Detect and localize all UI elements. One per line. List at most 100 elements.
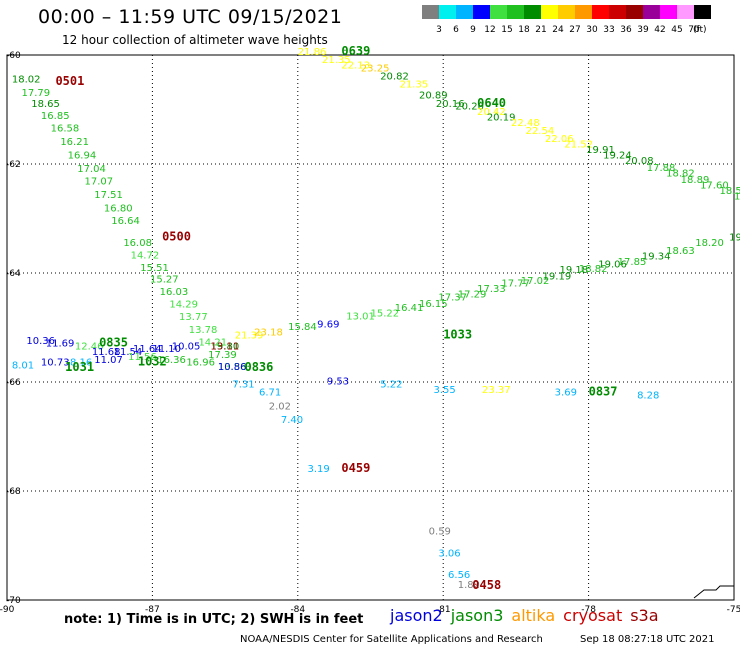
colorbar-label: 39	[637, 25, 649, 35]
wave-height-value: 11.07	[94, 355, 123, 366]
wave-height-value: 13.58	[218, 362, 247, 373]
legend-item-altika: altika	[511, 606, 556, 625]
colorbar-swatch	[643, 5, 660, 19]
pass-time-label: 0459	[341, 461, 370, 475]
colorbar-label: 3	[436, 25, 442, 35]
wave-height-value: 18.20	[695, 238, 724, 249]
wave-height-value: 3.55	[434, 385, 456, 396]
wave-height-value: 21.52	[564, 140, 593, 151]
wave-height-value: 16.91	[734, 191, 740, 202]
wave-height-value: 18.82	[579, 264, 608, 275]
wave-height-value: 20.20	[455, 102, 484, 113]
wave-height-value: 18.82	[666, 169, 695, 180]
wave-height-value: 23.37	[482, 385, 511, 396]
wave-height-value: 10.73	[41, 358, 70, 369]
wave-height-value: 6.56	[448, 570, 470, 581]
wave-height-value: 19	[729, 232, 740, 243]
colorbar-label: 24	[552, 25, 564, 35]
colorbar-label: 33	[603, 25, 615, 35]
wave-height-value: 6.71	[259, 388, 281, 399]
wave-height-value: 21.35	[400, 80, 429, 91]
wave-height-value: 18.50	[719, 186, 740, 197]
wave-height-value: 21.35	[322, 55, 351, 66]
wave-height-value: 15.51	[140, 263, 169, 274]
wave-height-value: 22.13	[341, 61, 370, 72]
colorbar-swatch	[575, 5, 592, 19]
wave-height-value: 17.39	[208, 350, 237, 361]
pass-time-label: 0835	[99, 336, 128, 350]
colorbar-swatch	[456, 5, 473, 19]
wave-height-value: 23.18	[254, 328, 283, 339]
colorbar-label: 36	[620, 25, 632, 35]
credit-text: NOAA/NESDIS Center for Satellite Applica…	[240, 634, 543, 645]
y-tick-label: -70	[6, 596, 21, 606]
wave-height-value: 20.19	[487, 112, 516, 123]
wave-height-value: 18.63	[666, 246, 695, 257]
wave-height-value: 17.85	[618, 257, 647, 268]
chart-title: 00:00 – 11:59 UTC 09/15/2021	[38, 6, 343, 28]
colorbar-swatch	[524, 5, 541, 19]
wave-height-value: 22.54	[526, 126, 555, 137]
colorbar-label: 30	[586, 25, 598, 35]
wave-height-value: 9.53	[327, 377, 349, 388]
wave-height-value: 7.40	[281, 415, 303, 426]
wave-height-value: 16.03	[160, 287, 189, 298]
wave-height-value: 11.10	[152, 344, 181, 355]
wave-height-value: 16.15	[419, 299, 448, 310]
wave-height-value: 21.86	[298, 47, 327, 58]
legend-item-cryosat: cryosat	[563, 606, 623, 625]
wave-height-value: 15.22	[371, 309, 400, 320]
legend-item-s3a: s3a	[630, 606, 659, 625]
wave-height-value: 17.79	[22, 88, 51, 99]
wave-height-value: 13.11	[211, 341, 240, 352]
generated-timestamp: Sep 18 08:27:18 UTC 2021	[580, 634, 715, 645]
legend-item-jason2: jason2	[390, 606, 443, 625]
wave-height-value: 5.22	[380, 379, 402, 390]
wave-height-value: 2.02	[269, 401, 291, 412]
colorbar-swatch	[439, 5, 456, 19]
x-tick-label: -84	[290, 605, 305, 615]
colorbar-swatch	[694, 5, 711, 19]
wave-height-value: 15.27	[150, 274, 179, 285]
coastline	[693, 585, 734, 599]
pass-time-label: 0836	[244, 360, 273, 374]
wave-height-value: 16.80	[104, 203, 133, 214]
wave-height-value: 19.91	[586, 145, 615, 156]
colorbar-swatch	[626, 5, 643, 19]
y-tick-label: -64	[6, 269, 21, 279]
wave-height-value: 3.69	[555, 388, 577, 399]
colorbar-label: 42	[654, 25, 666, 35]
colorbar-label: 12	[484, 25, 496, 35]
wave-height-value: 22.48	[511, 118, 540, 129]
wave-height-value: 13.78	[189, 325, 218, 336]
wave-height-value: 17.37	[438, 292, 467, 303]
wave-height-value: 18.02	[12, 74, 41, 85]
wave-height-value: 0.59	[429, 527, 451, 538]
wave-height-value: 17.33	[477, 284, 506, 295]
wave-height-value: 19.19	[543, 272, 572, 283]
x-tick-label: -81	[436, 605, 451, 615]
pass-time-label: 1032	[138, 355, 167, 369]
colorbar-swatch	[490, 5, 507, 19]
colorbar-swatch	[422, 5, 439, 19]
wave-height-value: 17.60	[700, 181, 729, 192]
wave-height-value: 17.02	[521, 276, 550, 287]
wave-height-value: 20.08	[625, 156, 654, 167]
wave-height-value: 16.41	[395, 303, 424, 314]
wave-height-value: 17.04	[77, 164, 106, 175]
wave-height-value: 16.36	[157, 355, 186, 366]
wave-height-value: 16.94	[68, 151, 97, 162]
wave-height-value: 18.89	[681, 175, 710, 186]
wave-height-value: 22.06	[545, 134, 574, 145]
wave-height-value: 19.80	[211, 341, 240, 352]
colorbar-unit: (ft)	[693, 25, 707, 35]
wave-height-value: 15.84	[288, 322, 317, 333]
pass-time-label: 0500	[162, 229, 191, 243]
wave-height-value: 16.21	[60, 137, 89, 148]
wave-height-value: 16.85	[41, 111, 70, 122]
y-tick-label: -60	[6, 51, 21, 61]
colorbar-swatch	[558, 5, 575, 19]
colorbar-swatch	[660, 5, 677, 19]
wave-height-value: 3.06	[438, 548, 460, 559]
